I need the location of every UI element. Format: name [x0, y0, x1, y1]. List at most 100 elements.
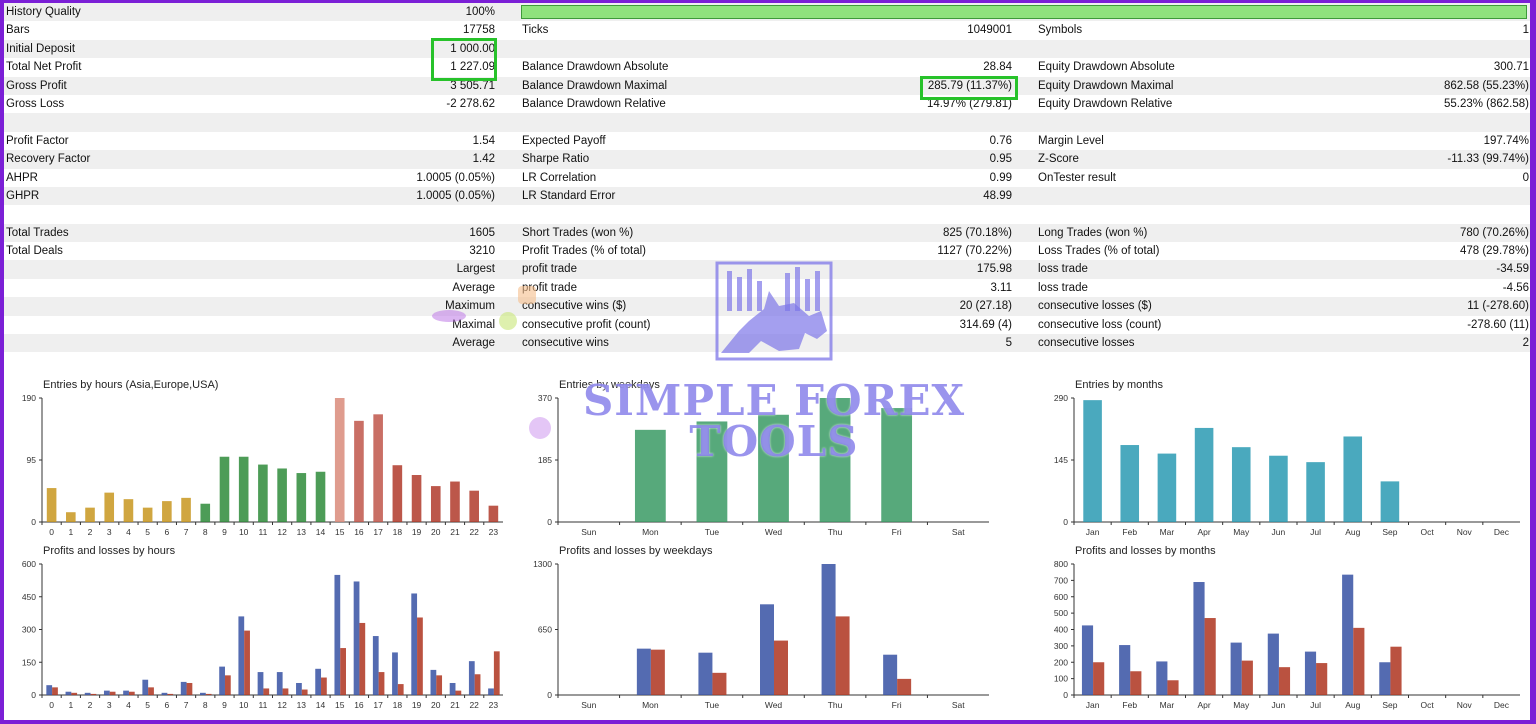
profit-bar	[334, 574, 341, 695]
stat-label-1: Profit Factor	[6, 134, 69, 147]
x-tick-label: 7	[184, 527, 189, 537]
loss-bar	[205, 693, 212, 695]
x-tick-label: 15	[335, 527, 345, 537]
bar	[85, 507, 95, 522]
x-tick-label: 0	[49, 700, 54, 710]
stat-value-2: 314.69 (4)	[959, 318, 1012, 331]
profit-bar	[1267, 633, 1279, 695]
profit-bar	[1156, 661, 1168, 695]
stats-row: Largest profit trade 175.98 loss trade -34.5…	[4, 260, 1530, 279]
bar	[258, 464, 268, 522]
x-tick-label: Aug	[1345, 527, 1360, 537]
stat-value-1: 17758	[463, 24, 495, 37]
x-tick-label: 11	[258, 700, 267, 710]
stats-row: Bars 17758 Ticks 1049001 Symbols 1	[4, 21, 1530, 39]
loss-bar	[1353, 627, 1365, 695]
stat-label-1: AHPR	[6, 171, 38, 184]
x-tick-label: 5	[145, 700, 150, 710]
x-tick-label: 20	[431, 700, 441, 710]
x-tick-label: Aug	[1345, 700, 1360, 710]
stat-value-2: 5	[1005, 337, 1012, 350]
stat-value-3: 55.23% (862.58)	[1443, 97, 1529, 110]
stat-label-3: Margin Level	[1038, 134, 1104, 147]
chart-profits-losses-by-hours: Profits and losses by hours 0 150 300 450 600…	[4, 543, 509, 715]
bar	[758, 414, 789, 522]
stat-value-1: Average	[452, 281, 495, 294]
stat-value-1: Maximal	[452, 318, 495, 331]
chart-profits-losses-by-months: Profits and losses by months 0 100 200 300 40…	[1036, 543, 1526, 715]
stat-label-3: Equity Drawdown Absolute	[1038, 61, 1175, 74]
x-tick-label: 14	[316, 527, 326, 537]
x-tick-label: 9	[222, 527, 227, 537]
stat-value-1: 3 505.71	[450, 79, 495, 92]
stat-label-1: Total Net Profit	[6, 61, 82, 74]
x-tick-label: Nov	[1457, 700, 1473, 710]
y-tick-label: 190	[22, 393, 36, 403]
chart-svg: 0 145 290 Jan Feb Mar Apr May Jun Jul Aug Sep Oct Nov…	[1054, 393, 1520, 537]
stat-label-2: Balance Drawdown Relative	[522, 97, 666, 110]
stat-label-3: Loss Trades (% of total)	[1038, 245, 1160, 258]
bar	[1380, 481, 1400, 522]
loss-bar	[128, 691, 135, 695]
profit-bar	[1230, 642, 1242, 695]
stats-row: Initial Deposit 1 000.00	[4, 39, 1530, 59]
x-tick-label: 16	[354, 527, 364, 537]
stat-value-3: 780 (70.26%)	[1459, 226, 1529, 239]
x-tick-label: Jun	[1272, 527, 1286, 537]
stat-label-2: consecutive wins ($)	[522, 300, 627, 313]
x-tick-label: Sun	[581, 527, 596, 537]
stats-row	[4, 205, 1530, 223]
x-tick-label: 17	[373, 527, 383, 537]
x-tick-label: Mar	[1160, 700, 1175, 710]
stats-row: GHPR 1.0005 (0.05%) LR Standard Error 48.99	[4, 186, 1530, 206]
y-tick-label: 1300	[533, 559, 552, 569]
x-tick-label: 4	[126, 527, 131, 537]
bar	[1343, 436, 1363, 522]
x-tick-label: Mon	[642, 700, 659, 710]
stat-label-1: Gross Loss	[6, 97, 65, 110]
y-tick-label: 600	[1054, 592, 1068, 602]
x-tick-label: Thu	[828, 527, 843, 537]
stat-label-2: consecutive profit (count)	[522, 318, 651, 331]
loss-bar	[71, 692, 78, 695]
profit-bar	[1304, 651, 1317, 695]
y-tick-label: 100	[1054, 674, 1068, 684]
loss-bar	[1167, 680, 1179, 695]
x-tick-label: Mon	[642, 527, 659, 537]
stats-row: Recovery Factor 1.42 Sharpe Ratio 0.95 Z-Sco…	[4, 150, 1530, 169]
loss-bar	[109, 691, 116, 695]
x-tick-label: Wed	[765, 700, 783, 710]
x-tick-label: 1	[68, 700, 73, 710]
y-tick-label: 450	[22, 592, 36, 602]
loss-bar	[897, 678, 912, 695]
chart-title: Entries by hours (Asia,Europe,USA)	[43, 379, 219, 391]
stat-label-2: Short Trades (won %)	[522, 226, 634, 239]
profit-bar	[353, 581, 360, 695]
y-tick-label: 185	[538, 455, 552, 465]
x-tick-label: Oct	[1420, 700, 1434, 710]
stat-label-2: consecutive wins	[522, 337, 609, 350]
bar	[392, 465, 403, 522]
stat-label-2: Balance Drawdown Absolute	[522, 61, 669, 74]
bar	[296, 473, 307, 522]
profit-bar	[142, 679, 149, 695]
stat-value-1: Average	[452, 337, 495, 350]
loss-bar	[474, 674, 481, 695]
bar	[162, 501, 172, 522]
x-tick-label: Jul	[1310, 700, 1321, 710]
x-tick-label: Fri	[892, 527, 902, 537]
profit-bar	[180, 681, 187, 695]
loss-bar	[90, 693, 97, 695]
x-tick-label: 4	[126, 700, 131, 710]
loss-bar	[186, 682, 193, 695]
x-tick-label: 14	[316, 700, 326, 710]
stat-label-3: Long Trades (won %)	[1038, 226, 1148, 239]
profit-bar	[1342, 574, 1354, 695]
loss-bar	[1278, 667, 1291, 695]
loss-bar	[148, 687, 154, 695]
report-frame: History Quality 100% Bars 17758 Ticks 1049001…	[4, 3, 1530, 720]
stat-value-2: 0.95	[989, 153, 1012, 166]
x-tick-label: Jan	[1086, 700, 1100, 710]
bar	[634, 429, 666, 522]
x-tick-label: Tue	[705, 527, 720, 537]
